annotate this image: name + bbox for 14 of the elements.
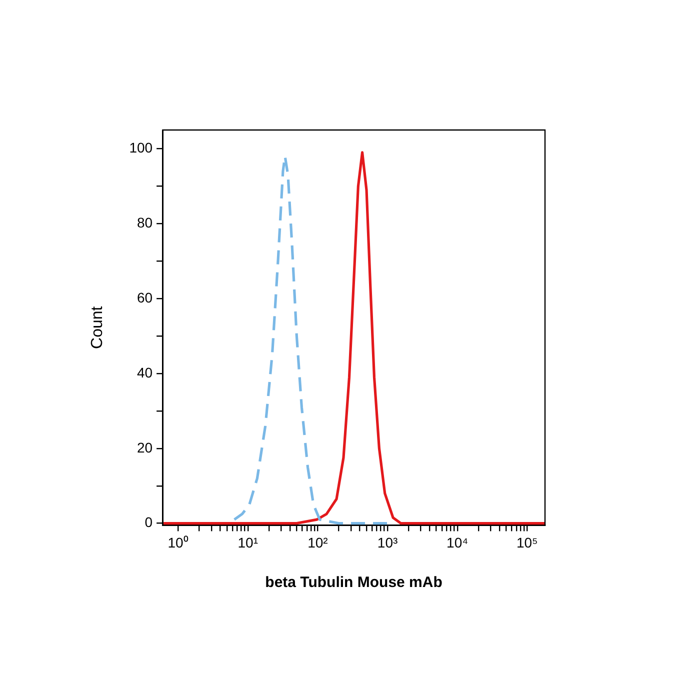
y-tick-label: 40	[136, 364, 153, 380]
x-tick-label: 10⁰	[168, 534, 188, 550]
y-tick-label: 60	[136, 289, 153, 306]
y-axis-title: Count	[89, 306, 106, 349]
y-tick-label: 80	[136, 214, 153, 231]
x-tick-label: 10³	[377, 534, 398, 550]
y-tick-label: 100	[129, 140, 153, 156]
x-tick-label: 10¹	[238, 534, 258, 550]
x-tick-label: 10²	[308, 534, 328, 550]
x-axis-title: beta Tubulin Mouse mAb	[265, 574, 442, 592]
y-tick-label: 0	[144, 514, 153, 530]
x-tick-label: 10⁴	[446, 534, 468, 550]
y-tick-label: 20	[136, 439, 153, 456]
x-tick-label: 10⁵	[516, 534, 538, 550]
